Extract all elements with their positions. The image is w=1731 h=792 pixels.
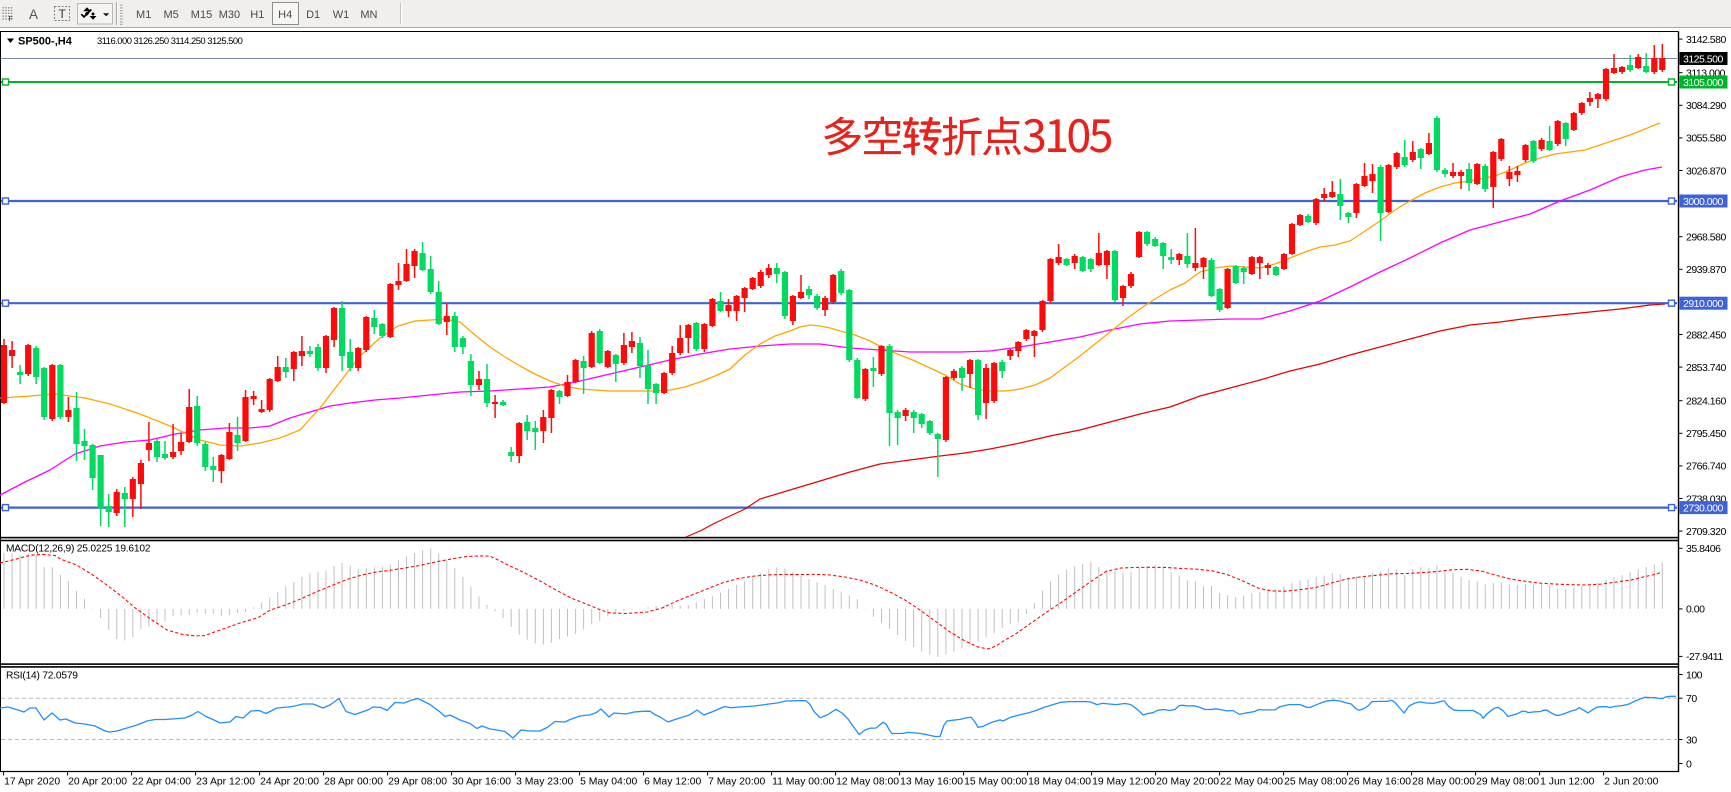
- svg-text:MN: MN: [360, 9, 377, 21]
- svg-text:15 May 00:00: 15 May 00:00: [964, 777, 1027, 788]
- svg-text:MACD(12,26,9) 25.0225 19.6102: MACD(12,26,9) 25.0225 19.6102: [6, 544, 151, 555]
- svg-text:29 Apr 08:00: 29 Apr 08:00: [388, 777, 447, 788]
- svg-text:100: 100: [1686, 669, 1703, 681]
- svg-text:11 May 00:00: 11 May 00:00: [772, 777, 834, 788]
- svg-text:2730.000: 2730.000: [1683, 503, 1723, 515]
- svg-text:H1: H1: [250, 9, 264, 21]
- svg-text:2853.740: 2853.740: [1686, 362, 1726, 374]
- svg-text:3 May 23:00: 3 May 23:00: [516, 777, 573, 788]
- svg-text:70: 70: [1686, 693, 1697, 705]
- svg-text:2824.160: 2824.160: [1686, 396, 1726, 408]
- svg-text:2795.450: 2795.450: [1686, 428, 1726, 440]
- svg-text:W1: W1: [333, 9, 350, 21]
- svg-text:T: T: [59, 7, 67, 21]
- svg-text:M30: M30: [219, 9, 240, 21]
- svg-text:3055.580: 3055.580: [1686, 133, 1726, 145]
- svg-text:5 May 04:00: 5 May 04:00: [580, 777, 637, 788]
- svg-text:F: F: [9, 16, 13, 23]
- svg-text:2 Jun 20:00: 2 Jun 20:00: [1604, 777, 1659, 788]
- svg-text:24 Apr 20:00: 24 Apr 20:00: [260, 777, 319, 788]
- svg-text:1 Jun 12:00: 1 Jun 12:00: [1540, 777, 1595, 788]
- svg-text:17 Apr 2020: 17 Apr 2020: [4, 777, 60, 788]
- svg-text:2882.450: 2882.450: [1686, 329, 1726, 341]
- svg-text:13 May 16:00: 13 May 16:00: [900, 777, 963, 788]
- svg-text:3116.000 3126.250 3114.250 312: 3116.000 3126.250 3114.250 3125.500: [97, 35, 243, 46]
- svg-text:M1: M1: [136, 9, 151, 21]
- svg-text:6 May 12:00: 6 May 12:00: [644, 777, 701, 788]
- svg-text:3084.290: 3084.290: [1686, 100, 1726, 112]
- svg-text:28 Apr 00:00: 28 Apr 00:00: [324, 777, 383, 788]
- svg-text:2910.000: 2910.000: [1683, 298, 1723, 310]
- svg-text:SP500-,H4: SP500-,H4: [18, 36, 73, 48]
- svg-text:30: 30: [1686, 734, 1697, 746]
- svg-text:3142.580: 3142.580: [1686, 34, 1726, 46]
- svg-text:18 May 04:00: 18 May 04:00: [1028, 777, 1091, 788]
- svg-text:29 May 08:00: 29 May 08:00: [1476, 777, 1539, 788]
- svg-text:28 May 00:00: 28 May 00:00: [1412, 777, 1475, 788]
- svg-text:30 Apr 16:00: 30 Apr 16:00: [452, 777, 511, 788]
- svg-text:H4: H4: [278, 9, 292, 21]
- svg-text:19 May 12:00: 19 May 12:00: [1092, 777, 1155, 788]
- svg-text:20 May 20:00: 20 May 20:00: [1156, 777, 1219, 788]
- svg-text:D1: D1: [306, 9, 320, 21]
- svg-text:3026.870: 3026.870: [1686, 165, 1726, 177]
- svg-text:A: A: [29, 7, 38, 22]
- svg-text:35.8406: 35.8406: [1686, 543, 1721, 555]
- svg-text:12 May 08:00: 12 May 08:00: [836, 777, 899, 788]
- svg-text:20 Apr 20:00: 20 Apr 20:00: [68, 777, 127, 788]
- svg-text:0: 0: [1686, 758, 1692, 770]
- svg-text:22 Apr 04:00: 22 Apr 04:00: [132, 777, 191, 788]
- svg-text:0.00: 0.00: [1686, 604, 1705, 616]
- svg-text:3125.500: 3125.500: [1683, 54, 1723, 66]
- svg-text:M5: M5: [163, 9, 178, 21]
- svg-text:22 May 04:00: 22 May 04:00: [1220, 777, 1283, 788]
- svg-text:2968.580: 2968.580: [1686, 232, 1726, 244]
- svg-text:25 May 08:00: 25 May 08:00: [1284, 777, 1347, 788]
- svg-text:23 Apr 12:00: 23 Apr 12:00: [196, 777, 255, 788]
- svg-text:26 May 16:00: 26 May 16:00: [1348, 777, 1411, 788]
- svg-text:2709.320: 2709.320: [1686, 526, 1726, 538]
- svg-text:-27.9411: -27.9411: [1686, 651, 1723, 663]
- svg-text:2766.740: 2766.740: [1686, 461, 1726, 473]
- svg-text:7 May 20:00: 7 May 20:00: [708, 777, 765, 788]
- svg-text:2939.870: 2939.870: [1686, 264, 1726, 276]
- svg-text:M15: M15: [191, 9, 212, 21]
- svg-text:3000.000: 3000.000: [1683, 196, 1723, 208]
- svg-text:3105.000: 3105.000: [1683, 77, 1723, 89]
- svg-text:RSI(14) 72.0579: RSI(14) 72.0579: [6, 671, 78, 682]
